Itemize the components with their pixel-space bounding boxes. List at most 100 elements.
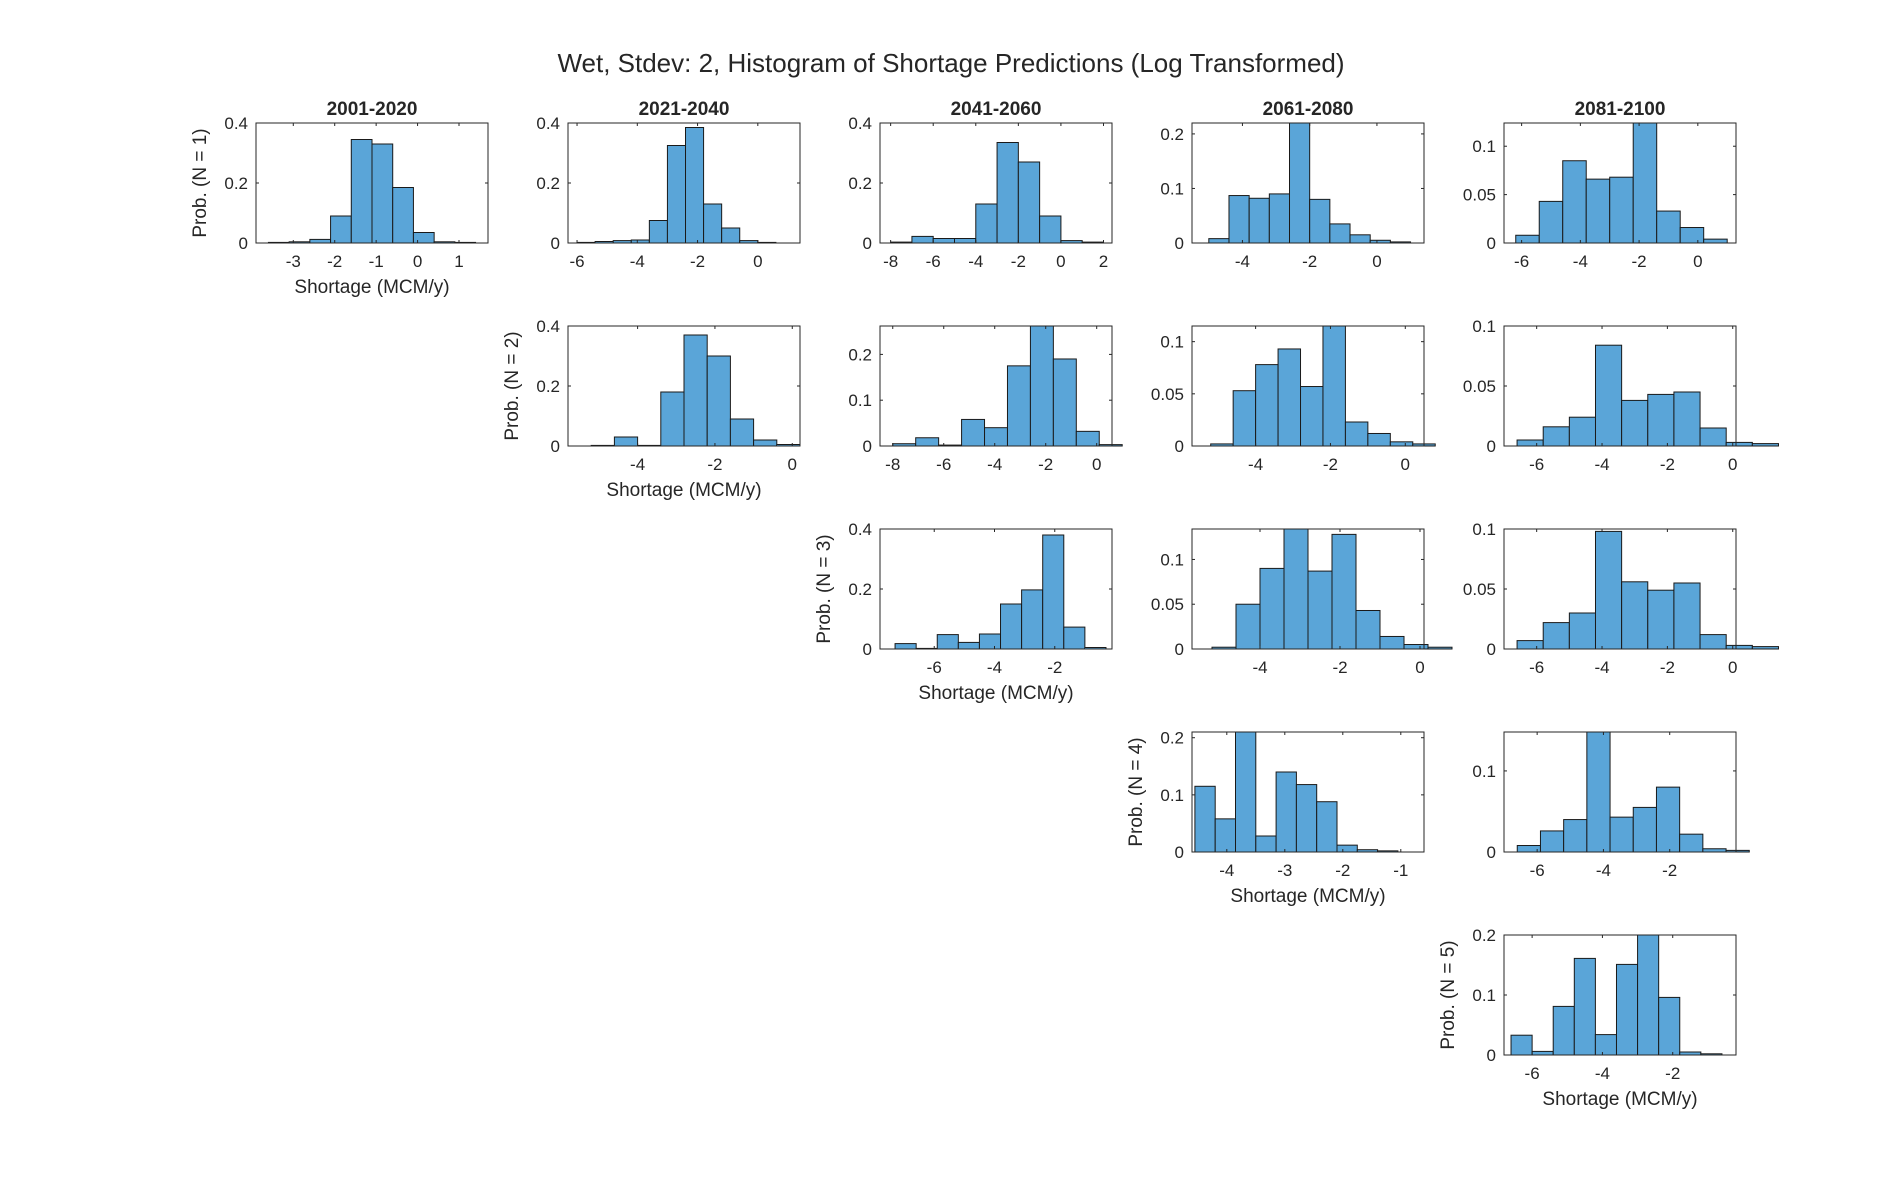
x-tick-label: 0 xyxy=(1092,455,1101,474)
histogram-bar xyxy=(330,215,352,244)
histogram-bar xyxy=(1427,646,1453,650)
histogram-bar xyxy=(1194,785,1216,853)
y-tick-label: 0.05 xyxy=(1463,186,1496,205)
y-tick-label: 0.1 xyxy=(1472,762,1496,781)
y-tick-label: 0.2 xyxy=(536,377,560,396)
histogram-bar xyxy=(729,418,755,447)
x-tick-label: -2 xyxy=(1335,861,1350,880)
x-tick-label: -4 xyxy=(987,658,1002,677)
subplot-r1-c1: -3 -2 -1 0 1 0 0.2 0.4 2001-2020 Shortage (MCM/y)… xyxy=(190,99,489,298)
y-axis-label: Prob. (N = 3) xyxy=(814,534,835,643)
y-axis-label: Prob. (N = 1) xyxy=(190,128,211,237)
histogram-bar xyxy=(932,238,955,244)
y-tick-label: 0.4 xyxy=(536,114,560,133)
x-tick-label: -2 xyxy=(1323,455,1338,474)
axes-box xyxy=(1191,325,1425,447)
x-tick-label: -4 xyxy=(1252,658,1267,677)
subplot-r5-c5: -6 -4 -2 0 0.1 0.2 Shortage (MCM/y) Prob. (N = … xyxy=(1438,926,1737,1110)
histogram-bar xyxy=(1568,612,1596,650)
x-axis-label: Shortage (MCM/y) xyxy=(294,277,449,298)
axes-box xyxy=(1191,122,1425,244)
histogram-bar xyxy=(1516,439,1544,447)
subplot-title: 2081-2100 xyxy=(1575,99,1666,120)
histogram-bar xyxy=(1679,227,1705,244)
subplot-title: 2061-2080 xyxy=(1263,99,1354,120)
histogram-bar xyxy=(660,391,685,447)
axes-box xyxy=(1503,731,1737,853)
x-tick-label: -6 xyxy=(1529,455,1544,474)
histogram-bar xyxy=(978,633,1002,650)
x-tick-label: -6 xyxy=(1529,658,1544,677)
histogram-bar xyxy=(975,203,998,244)
x-tick-label: -2 xyxy=(1632,252,1647,271)
histogram-bar xyxy=(1585,178,1611,244)
histogram-bar xyxy=(1515,234,1540,244)
x-tick-label: -4 xyxy=(1594,455,1609,474)
histogram-bar xyxy=(1725,849,1750,853)
histogram-bar xyxy=(1259,567,1285,650)
y-tick-label: 0 xyxy=(1175,234,1184,253)
y-tick-label: 0.2 xyxy=(1160,125,1184,144)
x-tick-label: -6 xyxy=(1514,252,1529,271)
histogram-bar xyxy=(1621,581,1649,650)
x-tick-label: 0 xyxy=(1056,252,1065,271)
x-axis-label: Shortage (MCM/y) xyxy=(1230,886,1385,907)
y-tick-label: 0 xyxy=(1487,843,1496,862)
y-tick-label: 0 xyxy=(1487,640,1496,659)
y-tick-label: 0.05 xyxy=(1463,580,1496,599)
y-tick-label: 0.2 xyxy=(848,345,872,364)
y-tick-label: 0.2 xyxy=(1472,926,1496,945)
histogram-bar xyxy=(1542,622,1570,650)
histogram-bar xyxy=(1322,325,1346,447)
y-tick-label: 0.4 xyxy=(848,114,872,133)
x-tick-label: -3 xyxy=(286,252,301,271)
histogram-bar xyxy=(721,227,741,244)
y-tick-label: 0.2 xyxy=(1160,729,1184,748)
histogram-bar xyxy=(1751,646,1779,650)
x-tick-label: 0 xyxy=(788,455,797,474)
histogram-bar xyxy=(953,238,977,244)
x-tick-label: -6 xyxy=(1525,1064,1540,1083)
histogram-bar xyxy=(1699,634,1727,650)
histogram-bar xyxy=(1703,238,1728,244)
x-tick-label: -6 xyxy=(569,252,584,271)
y-tick-label: 0.1 xyxy=(1160,333,1184,352)
x-tick-label: -8 xyxy=(883,252,898,271)
x-tick-label: 0 xyxy=(1415,658,1424,677)
x-tick-label: 1 xyxy=(454,252,463,271)
histogram-bar xyxy=(1228,195,1250,244)
histogram-bar xyxy=(1673,582,1701,650)
subplot-r3-c5: -6 -4 -2 0 0 0.05 0.1 xyxy=(1463,520,1779,677)
histogram-bar xyxy=(1563,819,1588,853)
subplot-r3-c4: -4 -2 0 0 0.05 0.1 xyxy=(1151,528,1453,677)
y-tick-label: 0 xyxy=(1175,437,1184,456)
histogram-bar xyxy=(915,437,940,447)
histogram-bar xyxy=(1329,223,1351,244)
histogram-bar xyxy=(1725,441,1753,447)
x-tick-label: -2 xyxy=(1011,252,1026,271)
subplot-r2-c4: -4 -2 0 0 0.05 0.1 xyxy=(1151,325,1436,474)
histogram-bar xyxy=(1232,390,1257,447)
x-tick-label: -2 xyxy=(1038,455,1053,474)
x-tick-label: 0 xyxy=(413,252,422,271)
y-axis-label: Prob. (N = 5) xyxy=(1438,940,1459,1049)
histogram-bar xyxy=(1021,589,1044,650)
histogram-bar xyxy=(1039,215,1062,244)
axes-box xyxy=(1191,731,1425,853)
x-tick-label: -2 xyxy=(1302,252,1317,271)
histogram-bar xyxy=(1208,238,1230,244)
x-tick-label: -4 xyxy=(987,455,1002,474)
x-tick-label: -6 xyxy=(926,252,941,271)
histogram-bar xyxy=(1510,1034,1533,1056)
histogram-bar xyxy=(1673,391,1701,447)
x-tick-label: -4 xyxy=(1235,252,1250,271)
histogram-bar xyxy=(1307,570,1333,650)
histogram-bar xyxy=(1539,830,1565,853)
x-tick-label: 0 xyxy=(753,252,762,271)
histogram-bar xyxy=(1725,644,1753,650)
histogram-bar xyxy=(1283,528,1309,650)
subplot-r2-c3: -8 -6 -4 -2 0 0 0.1 0.2 xyxy=(848,325,1123,474)
x-axis-label: Shortage (MCM/y) xyxy=(1542,1089,1697,1110)
histogram-bar xyxy=(309,238,332,244)
histogram-bar xyxy=(996,142,1019,244)
